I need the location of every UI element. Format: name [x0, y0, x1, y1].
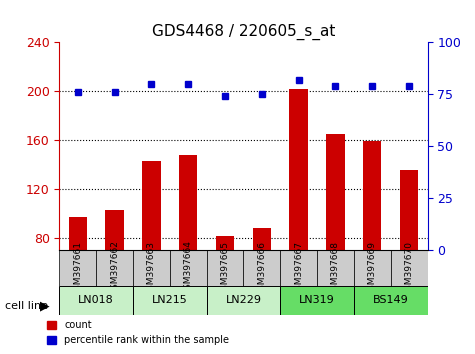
FancyBboxPatch shape	[59, 250, 96, 286]
Text: GSM397665: GSM397665	[220, 240, 229, 296]
FancyBboxPatch shape	[354, 250, 390, 286]
FancyBboxPatch shape	[96, 250, 133, 286]
FancyBboxPatch shape	[207, 286, 280, 315]
Text: cell line: cell line	[5, 301, 48, 311]
Bar	[68, 217, 87, 250]
Text: GSM397670: GSM397670	[405, 240, 414, 296]
Text: GSM397664: GSM397664	[184, 241, 193, 296]
Bar	[363, 142, 381, 250]
FancyBboxPatch shape	[280, 286, 354, 315]
Text: LN319: LN319	[299, 296, 335, 306]
FancyBboxPatch shape	[390, 250, 428, 286]
Text: GSM397667: GSM397667	[294, 240, 303, 296]
FancyBboxPatch shape	[59, 286, 133, 315]
Text: GSM397661: GSM397661	[73, 240, 82, 296]
Text: BS149: BS149	[373, 296, 408, 306]
Bar	[289, 89, 308, 250]
Bar	[253, 228, 271, 250]
Bar	[142, 161, 161, 250]
FancyBboxPatch shape	[170, 250, 207, 286]
Bar	[216, 235, 234, 250]
FancyBboxPatch shape	[133, 250, 170, 286]
Text: GSM397662: GSM397662	[110, 241, 119, 296]
FancyBboxPatch shape	[243, 250, 280, 286]
FancyBboxPatch shape	[317, 250, 354, 286]
Text: LN215: LN215	[152, 296, 188, 306]
Bar	[400, 170, 418, 250]
Legend: count, percentile rank within the sample: count, percentile rank within the sample	[43, 316, 233, 349]
Bar	[105, 210, 124, 250]
Text: GSM397663: GSM397663	[147, 240, 156, 296]
FancyBboxPatch shape	[280, 250, 317, 286]
FancyBboxPatch shape	[354, 286, 428, 315]
FancyBboxPatch shape	[207, 250, 243, 286]
FancyBboxPatch shape	[133, 286, 207, 315]
Text: GSM397666: GSM397666	[257, 240, 266, 296]
Text: GSM397669: GSM397669	[368, 240, 377, 296]
Text: GSM397668: GSM397668	[331, 240, 340, 296]
Text: ▶: ▶	[40, 300, 50, 313]
Bar	[179, 155, 198, 250]
Text: LN229: LN229	[226, 296, 261, 306]
Title: GDS4468 / 220605_s_at: GDS4468 / 220605_s_at	[152, 23, 335, 40]
Text: LN018: LN018	[78, 296, 114, 306]
Bar	[326, 134, 345, 250]
